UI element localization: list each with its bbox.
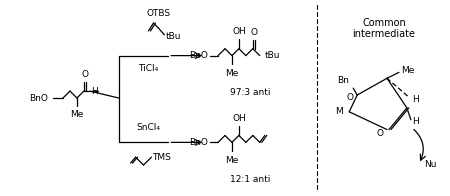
Text: O: O <box>81 70 88 79</box>
Text: Me: Me <box>225 69 238 78</box>
Text: BnO: BnO <box>189 51 208 60</box>
Text: H: H <box>91 87 98 96</box>
Text: TMS: TMS <box>153 153 171 162</box>
Text: TiCl₄: TiCl₄ <box>138 64 158 73</box>
Text: Me: Me <box>70 110 84 119</box>
Text: tBu: tBu <box>265 51 280 60</box>
Text: OTBS: OTBS <box>146 9 171 18</box>
Text: BnO: BnO <box>189 138 208 147</box>
Text: O: O <box>250 28 257 37</box>
Text: BnO: BnO <box>29 93 48 103</box>
Text: O: O <box>376 129 383 138</box>
Text: 97:3 anti: 97:3 anti <box>230 88 270 97</box>
Text: SnCl₄: SnCl₄ <box>136 123 161 132</box>
Text: H: H <box>412 117 418 126</box>
Text: Common: Common <box>362 18 406 28</box>
Text: O: O <box>346 93 353 102</box>
Text: OH: OH <box>232 114 246 123</box>
Text: OH: OH <box>232 27 246 36</box>
Text: Bn: Bn <box>338 76 349 85</box>
Text: intermediate: intermediate <box>352 29 415 39</box>
Text: 12:1 anti: 12:1 anti <box>230 175 270 184</box>
Text: Me: Me <box>225 156 238 165</box>
Text: H: H <box>412 95 418 104</box>
Text: M: M <box>336 107 343 116</box>
Text: Nu: Nu <box>424 160 436 169</box>
Text: Me: Me <box>401 66 414 75</box>
Text: tBu: tBu <box>165 32 181 41</box>
